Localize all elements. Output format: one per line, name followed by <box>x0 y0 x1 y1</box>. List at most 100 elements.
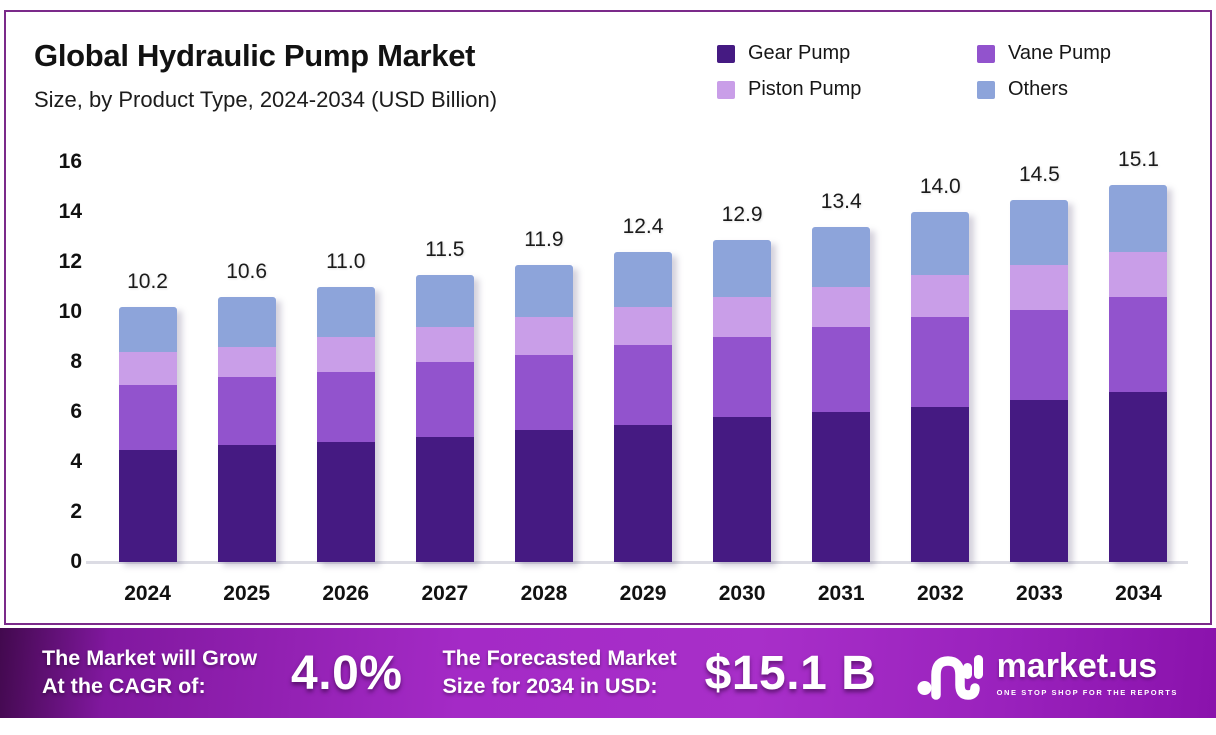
x-label-2024: 2024 <box>124 582 171 605</box>
segment-others-2032 <box>911 212 970 275</box>
total-label-2030: 12.9 <box>721 202 763 226</box>
x-axis-line <box>86 561 1188 564</box>
segment-vane-pump-2026 <box>316 372 375 442</box>
segment-others-2033 <box>1010 199 1069 265</box>
total-label-2034: 15.1 <box>1118 147 1159 171</box>
cagr-label: The Market will Grow At the CAGR of: <box>42 645 257 701</box>
bar-slot-2034: 15.1 <box>1089 148 1188 562</box>
stacked-bar-chart: 16 14 12 10 8 6 4 2 0 10.2 10.6 11.0 11.5 11.9 12.4 12… <box>6 148 1210 606</box>
segment-piston-pump-2030 <box>713 297 772 337</box>
logo-text-block: market.us ONE STOP SHOP FOR THE REPORTS <box>997 649 1178 697</box>
y-tick-10: 10 <box>58 300 82 323</box>
bar-slot-2029: 12.4 <box>593 162 692 562</box>
segment-vane-pump-2029 <box>614 344 673 425</box>
segment-vane-pump-2031 <box>812 327 871 412</box>
bar-slot-2032: 14.0 <box>891 162 990 562</box>
segment-others-2028 <box>514 264 573 317</box>
total-label-2028: 11.9 <box>524 227 564 251</box>
y-tick-16: 16 <box>58 150 82 173</box>
legend-item-gear-pump: Gear Pump <box>717 42 937 65</box>
segment-others-2031 <box>812 227 871 287</box>
vane-pump-swatch-icon <box>977 44 995 63</box>
bar-2025 <box>217 297 276 562</box>
segment-gear-pump-2032 <box>911 407 970 562</box>
gear-pump-swatch-icon <box>717 44 735 63</box>
bar-2029 <box>614 252 673 562</box>
segment-vane-pump-2027 <box>415 362 474 437</box>
bar-2032 <box>911 212 970 562</box>
total-label-2024: 10.2 <box>127 270 168 293</box>
y-tick-14: 14 <box>58 200 82 223</box>
segment-vane-pump-2034 <box>1109 297 1168 392</box>
total-label-2033: 14.5 <box>1018 162 1060 186</box>
bar-2030 <box>713 239 772 562</box>
legend: Gear Pump Vane Pump Piston Pump Others <box>717 42 1162 101</box>
legend-label-gear-pump: Gear Pump <box>748 42 851 64</box>
total-label-2032: 14.0 <box>919 175 961 198</box>
segment-gear-pump-2031 <box>812 412 871 562</box>
chart-subtitle: Size, by Product Type, 2024-2034 (USD Bi… <box>34 87 498 112</box>
total-label-2025: 10.6 <box>226 260 268 283</box>
cagr-label-line1: The Market will Grow <box>42 646 258 671</box>
plot-area: 10.2 10.6 11.0 11.5 11.9 12.4 12.9 13.4 14.0 14.5… <box>86 148 1188 564</box>
bar-2026 <box>316 287 375 562</box>
legend-item-piston-pump: Piston Pump <box>717 78 937 101</box>
x-label-2026: 2026 <box>322 582 370 605</box>
segment-others-2029 <box>614 252 673 307</box>
segment-gear-pump-2026 <box>316 442 375 562</box>
bar-slot-2033: 14.5 <box>990 162 1089 562</box>
bar-2028 <box>514 264 573 562</box>
segment-piston-pump-2026 <box>316 337 375 372</box>
segment-piston-pump-2031 <box>812 287 871 327</box>
segment-piston-pump-2028 <box>514 317 573 355</box>
y-tick-6: 6 <box>70 400 82 423</box>
segment-gear-pump-2024 <box>118 449 177 562</box>
segment-piston-pump-2032 <box>911 274 970 317</box>
chart-header: Global Hydraulic Pump Market Size, by Pr… <box>6 28 1210 146</box>
segment-vane-pump-2030 <box>713 337 772 417</box>
x-label-2029: 2029 <box>619 582 667 605</box>
x-label-2032: 2032 <box>916 582 964 605</box>
segment-others-2034 <box>1109 184 1168 252</box>
segment-piston-pump-2027 <box>415 327 474 362</box>
segment-gear-pump-2034 <box>1109 392 1168 562</box>
market-us-logo: market.us ONE STOP SHOP FOR THE REPORTS <box>917 645 1178 701</box>
segment-vane-pump-2033 <box>1010 309 1069 400</box>
legend-label-piston-pump: Piston Pump <box>748 78 862 100</box>
x-label-2034: 2034 <box>1115 582 1162 605</box>
x-label-2027: 2027 <box>421 582 469 605</box>
segment-gear-pump-2027 <box>415 437 474 562</box>
piston-pump-swatch-icon <box>717 80 735 99</box>
segment-others-2025 <box>217 297 276 347</box>
logo-wordmark: market.us <box>996 647 1158 685</box>
y-tick-8: 8 <box>70 350 82 373</box>
bar-2033 <box>1010 199 1069 562</box>
segment-gear-pump-2028 <box>514 429 573 562</box>
segment-others-2027 <box>415 274 474 327</box>
bar-slot-2027: 11.5 <box>395 162 494 562</box>
legend-item-vane-pump: Vane Pump <box>977 42 1162 65</box>
bar-slot-2028: 11.9 <box>494 162 593 562</box>
bar-slot-2024: 10.2 <box>98 162 197 562</box>
logo-tagline: ONE STOP SHOP FOR THE REPORTS <box>996 688 1178 697</box>
footer-banner: The Market will Grow At the CAGR of: 4.0… <box>0 628 1216 718</box>
segment-gear-pump-2029 <box>614 424 673 562</box>
chart-card: Global Hydraulic Pump Market Size, by Pr… <box>4 10 1212 625</box>
legend-item-others: Others <box>977 78 1162 101</box>
legend-label-vane-pump: Vane Pump <box>1008 42 1112 64</box>
x-label-2025: 2025 <box>223 582 270 605</box>
bar-2031 <box>812 227 871 562</box>
plot-wrap: 10.2 10.6 11.0 11.5 11.9 12.4 12.9 13.4 14.0 14.5… <box>86 148 1188 606</box>
market-us-monogram-icon <box>917 655 983 700</box>
bar-slot-2031: 13.4 <box>792 162 891 562</box>
segment-others-2024 <box>118 307 177 352</box>
legend-label-others: Others <box>1008 78 1069 100</box>
bar-2027 <box>415 274 474 562</box>
segment-piston-pump-2029 <box>614 307 673 345</box>
x-label-2028: 2028 <box>520 582 568 605</box>
segment-vane-pump-2025 <box>217 377 276 445</box>
segment-gear-pump-2033 <box>1010 399 1069 562</box>
segment-others-2030 <box>713 239 772 297</box>
forecast-label-line2: Size for 2034 in USD: <box>442 674 658 698</box>
forecast-label-line1: The Forecasted Market <box>442 646 677 671</box>
